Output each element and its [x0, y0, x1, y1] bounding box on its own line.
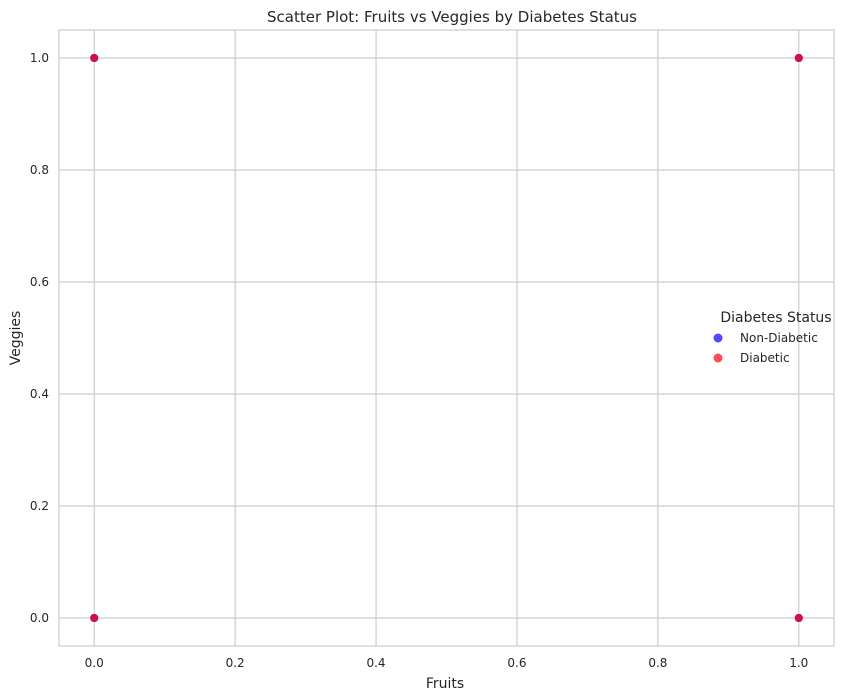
legend-marker-non-diabetic	[713, 333, 723, 343]
grid-lines	[59, 30, 834, 646]
x-tick-label: 0.4	[366, 656, 385, 670]
chart-title: Scatter Plot: Fruits vs Veggies by Diabe…	[267, 8, 637, 26]
plot-background	[59, 30, 834, 646]
point-diabetic	[89, 613, 100, 623]
point-diabetic	[89, 53, 100, 63]
y-tick-label: 0.8	[30, 163, 49, 177]
x-tick-label: 0.8	[648, 656, 667, 670]
y-axis-title: Veggies	[8, 311, 24, 366]
y-tick-label: 0.4	[30, 387, 49, 401]
legend: Diabetes Status Non-Diabetic Diabetic	[713, 310, 832, 365]
legend-marker-diabetic	[713, 353, 723, 363]
y-tick-label: 0.6	[30, 275, 49, 289]
legend-label-non-diabetic: Non-Diabetic	[740, 331, 818, 345]
x-tick-labels: 0.0 0.2 0.4 0.6 0.8 1.0	[85, 656, 809, 670]
x-tick-label: 0.6	[507, 656, 526, 670]
legend-title: Diabetes Status	[720, 310, 831, 326]
y-tick-labels: 0.0 0.2 0.4 0.6 0.8 1.0	[30, 51, 49, 625]
data-points	[89, 53, 804, 623]
x-tick-label: 0.2	[226, 656, 245, 670]
point-diabetic	[793, 53, 804, 63]
x-tick-label: 1.0	[789, 656, 808, 670]
legend-label-diabetic: Diabetic	[740, 351, 790, 365]
point-diabetic	[793, 613, 804, 623]
y-tick-label: 1.0	[30, 51, 49, 65]
y-tick-label: 0.2	[30, 499, 49, 513]
x-tick-label: 0.0	[85, 656, 104, 670]
x-axis-title: Fruits	[426, 676, 464, 692]
plot-frame	[58, 29, 835, 647]
y-tick-label: 0.0	[30, 611, 49, 625]
